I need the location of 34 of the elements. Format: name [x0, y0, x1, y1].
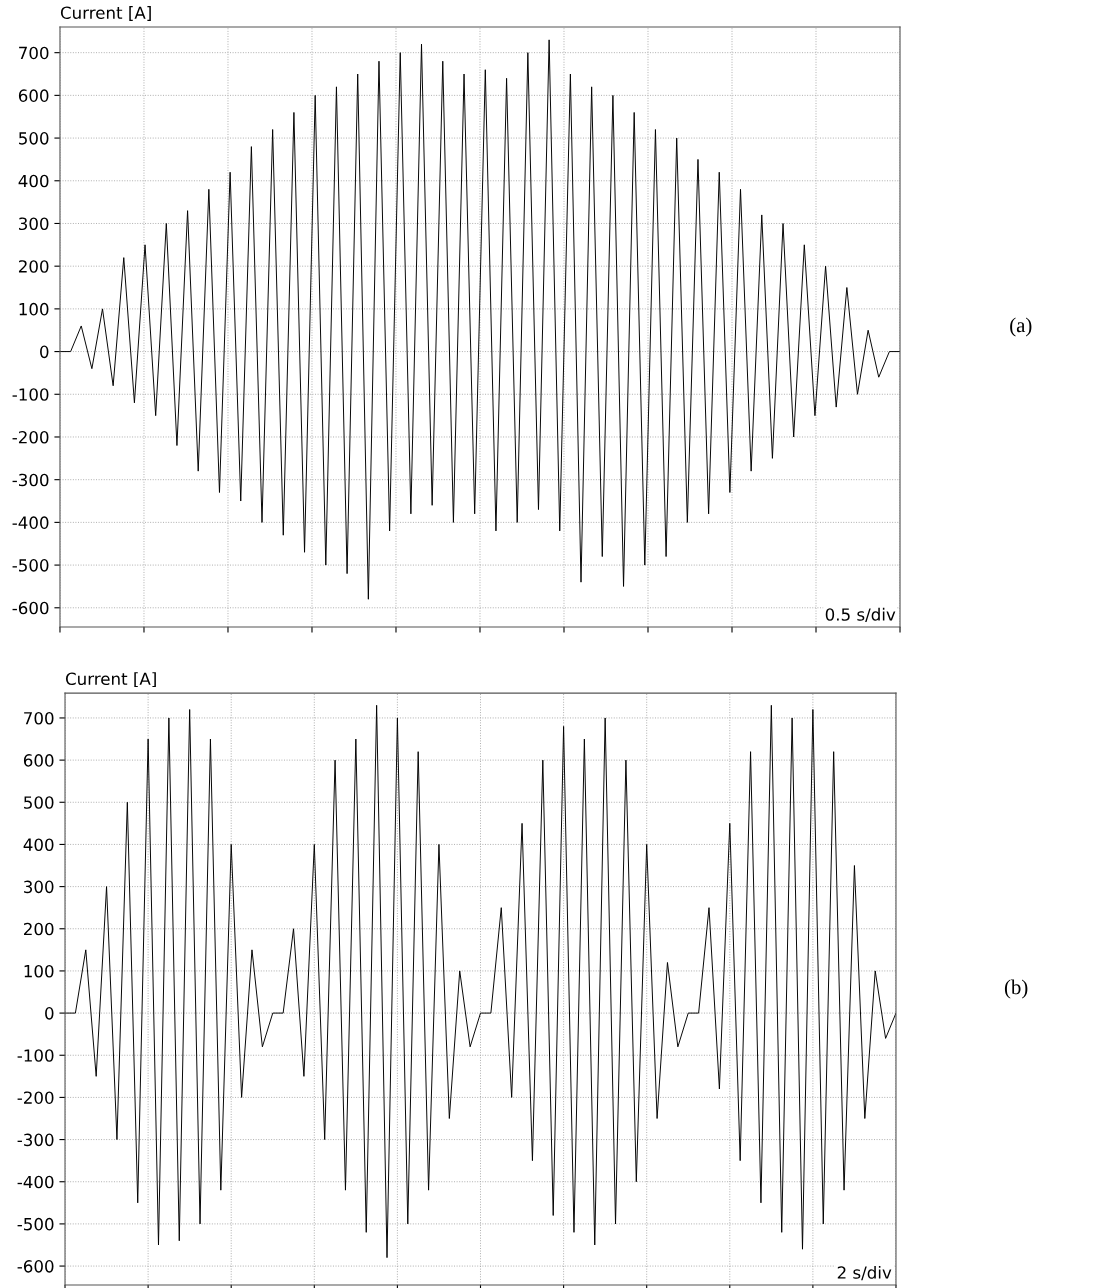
- y-tick-label: 0: [40, 345, 49, 359]
- y-tick-label: 100: [19, 302, 49, 316]
- y-tick-label: 500: [19, 132, 49, 145]
- y-tick-label: -600: [12, 601, 49, 615]
- y-tick-label: 600: [23, 754, 54, 767]
- text: (b): [1004, 979, 1028, 999]
- y-tick-label: -100: [17, 1049, 54, 1062]
- y-tick-label: -400: [17, 1175, 54, 1189]
- y-tick-label: -200: [12, 430, 49, 444]
- y-tick-label: 100: [24, 964, 54, 978]
- y-tick-label: -300: [12, 473, 49, 487]
- y-tick-label: -300: [17, 1133, 54, 1147]
- y-axis-title: Current [A]: [60, 6, 151, 21]
- y-axis-title: Current [A]: [65, 672, 156, 688]
- y-tick-label: -500: [12, 559, 49, 572]
- y-tick-label: 0: [45, 1007, 54, 1020]
- y-tick-label: 700: [24, 711, 54, 725]
- y-tick-label: 400: [23, 838, 54, 852]
- y-tick-label: -400: [12, 516, 49, 529]
- annotation: 2 s/div: [837, 1265, 892, 1281]
- y-tick-label: 700: [19, 46, 49, 60]
- y-tick-label: -600: [17, 1260, 54, 1273]
- y-tick-label: 300: [19, 217, 49, 231]
- y-tick-label: 200: [18, 260, 49, 273]
- annotation: 0.5 s/div: [825, 607, 896, 623]
- y-tick-label: 400: [18, 174, 49, 188]
- y-tick-label: -500: [17, 1217, 54, 1231]
- y-tick-label: -100: [12, 388, 49, 401]
- y-tick-label: 300: [24, 880, 54, 894]
- y-tick-label: 200: [24, 922, 54, 936]
- y-tick-label: 600: [18, 89, 49, 102]
- y-tick-label: -200: [17, 1091, 54, 1104]
- y-tick-label: 500: [24, 796, 54, 809]
- text: (a): [1010, 317, 1032, 337]
